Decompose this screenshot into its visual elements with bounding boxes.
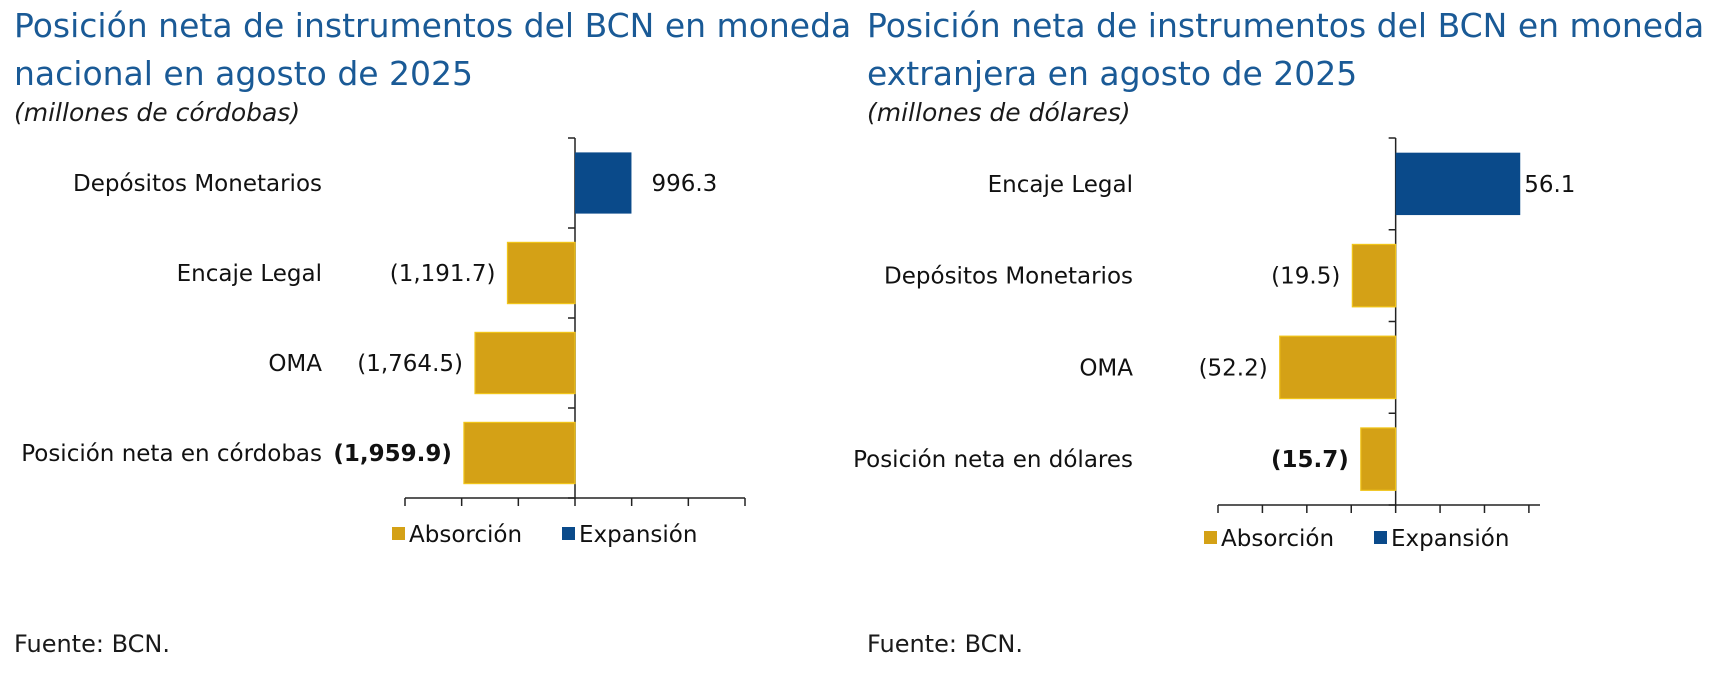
category-label: OMA [1079, 355, 1133, 381]
bar-expansion [575, 152, 632, 214]
chart-panel-dolares: Posición neta de instrumentos del BCN en… [853, 0, 1724, 675]
bar-absorcion [474, 331, 576, 395]
bar-absorcion [1360, 427, 1397, 491]
bar-chart-dolares: Encaje Legal 56.1 Depósitos Monetarios (19.… [853, 137, 1575, 552]
bar-expansion [1395, 152, 1521, 216]
category-label: Encaje Legal [988, 172, 1133, 198]
bar-absorcion [463, 421, 576, 485]
data-label: (1,191.7) [390, 261, 496, 287]
legend-swatch-expansion [562, 527, 575, 540]
legend-swatch-expansion [1374, 531, 1387, 544]
category-label: Posición neta en córdobas [21, 441, 322, 467]
legend-label: Absorción [409, 522, 522, 548]
chart-title-line-1: Posición neta de instrumentos del BCN en… [14, 6, 852, 45]
legend-swatch-absorcion [392, 527, 405, 540]
chart-subtitle: (millones de dólares) [867, 98, 1131, 127]
category-label: Depósitos Monetarios [884, 264, 1133, 290]
category-label: Encaje Legal [177, 261, 322, 287]
chart-source: Fuente: BCN. [867, 630, 1023, 658]
legend-label: Expansión [1391, 526, 1509, 552]
data-label: (15.7) [1271, 447, 1349, 473]
chart-title-line-2: nacional en agosto de 2025 [14, 54, 474, 93]
bar-absorcion [506, 241, 576, 305]
chart-title: Posición neta de instrumentos del BCN en… [867, 2, 1722, 98]
chart-source: Fuente: BCN. [14, 630, 170, 658]
category-label: Posición neta en dólares [853, 447, 1133, 473]
data-label: 996.3 [651, 171, 717, 197]
category-label: OMA [268, 351, 322, 377]
legend-label: Expansión [579, 522, 697, 548]
bar-absorcion [1351, 243, 1397, 308]
bar-chart-cordobas: Depósitos Monetarios 996.3 Encaje Legal (1,… [21, 137, 746, 548]
data-label: 56.1 [1524, 172, 1575, 198]
chart-title-line-1: Posición neta de instrumentos del BCN en… [867, 6, 1705, 45]
data-label: (52.2) [1199, 355, 1268, 381]
legend-label: Absorción [1221, 526, 1334, 552]
data-label: (1,959.9) [333, 441, 452, 467]
bar-absorcion [1279, 335, 1397, 400]
legend-swatch-absorcion [1204, 531, 1217, 544]
data-label: (1,764.5) [357, 351, 463, 377]
chart-panel-cordobas: Posición neta de instrumentos del BCN en… [14, 2, 854, 658]
category-label: Depósitos Monetarios [73, 171, 322, 197]
chart-subtitle: (millones de córdobas) [14, 98, 301, 127]
chart-title-line-2: extranjera en agosto de 2025 [867, 54, 1358, 93]
data-label: (19.5) [1271, 264, 1340, 290]
chart-title: Posición neta de instrumentos del BCN en… [14, 2, 854, 98]
